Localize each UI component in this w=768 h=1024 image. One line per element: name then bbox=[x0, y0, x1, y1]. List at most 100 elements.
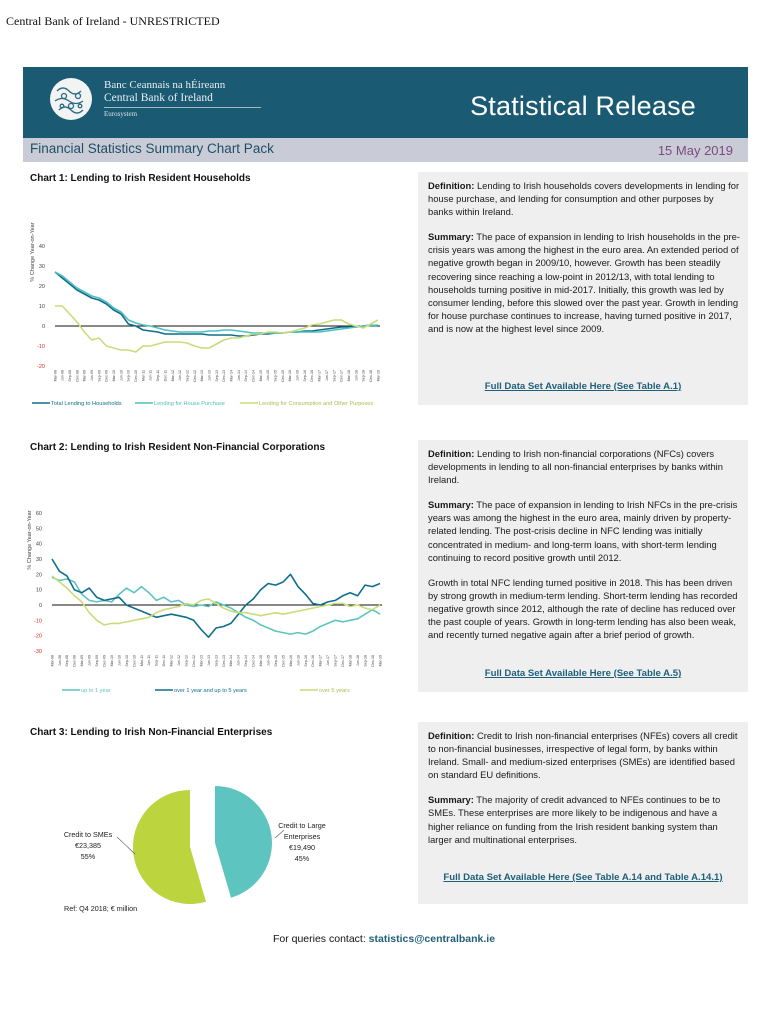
x-tick-label: Dec-08 bbox=[73, 655, 77, 667]
pack-title: Financial Statistics Summary Chart Pack bbox=[30, 141, 274, 156]
sme-percent: 55% bbox=[81, 852, 96, 861]
summary-text-2: Growth in total NFC lending turned posit… bbox=[428, 576, 738, 641]
x-tick-label: Mar-16 bbox=[288, 370, 292, 381]
large-value: €19,490 bbox=[289, 843, 315, 852]
x-tick-label: Sep-09 bbox=[97, 370, 101, 382]
series-line-up-to-1-year bbox=[51, 576, 381, 635]
x-tick-label: Mar-11 bbox=[140, 655, 144, 666]
y-tick-label: 30 bbox=[36, 557, 42, 563]
x-tick-label: Sep-14 bbox=[244, 370, 248, 382]
chart-2-title: Chart 2: Lending to Irish Resident Non-F… bbox=[30, 442, 326, 453]
x-tick-label: Jun-08 bbox=[58, 655, 62, 666]
y-tick-label: -10 bbox=[34, 618, 42, 624]
x-tick-label: Dec-12 bbox=[192, 655, 196, 667]
x-tick-label: Mar-11 bbox=[141, 370, 145, 381]
x-tick-label: Dec-15 bbox=[281, 655, 285, 667]
chart-3-pie: Credit to SMEs €23,385 55% Credit to Lar… bbox=[64, 786, 326, 913]
legend-label: up to 1 year bbox=[81, 688, 111, 694]
x-tick-label: Dec-10 bbox=[132, 655, 136, 667]
sme-label: Credit to SMEs bbox=[64, 830, 113, 839]
x-tick-label: Jun-11 bbox=[149, 370, 153, 381]
x-tick-label: Dec-09 bbox=[102, 655, 106, 667]
bank-name-english: Central Bank of Ireland bbox=[104, 92, 213, 104]
x-tick-label: Mar-09 bbox=[83, 370, 87, 381]
x-tick-label: Mar-08 bbox=[53, 370, 57, 381]
release-date: 15 May 2019 bbox=[657, 143, 733, 158]
series-line-lending-for-consumption-and-other-purposes bbox=[55, 305, 379, 353]
pie-slice-large-enterprises bbox=[215, 786, 272, 898]
series-line-total-lending-to-households bbox=[54, 271, 379, 337]
header-subbar: Financial Statistics Summary Chart Pack … bbox=[23, 138, 748, 162]
x-tick-label: Sep-17 bbox=[334, 655, 338, 667]
x-tick-label: Sep-15 bbox=[274, 370, 278, 382]
x-tick-label: Sep-18 bbox=[363, 655, 367, 667]
x-tick-label: Mar-09 bbox=[80, 655, 84, 666]
y-axis-label: % Change Year-on-Year bbox=[27, 510, 33, 569]
x-tick-label: Mar-13 bbox=[200, 370, 204, 381]
x-tick-label: Mar-16 bbox=[289, 655, 293, 666]
sme-leader-line bbox=[116, 836, 136, 855]
x-tick-label: Dec-17 bbox=[340, 370, 344, 382]
chart-3-description-box: Definition: Credit to Irish non-financia… bbox=[418, 722, 748, 904]
y-tick-label: 10 bbox=[36, 588, 42, 594]
summary-label: Summary: bbox=[428, 794, 474, 806]
y-axis-label: % Change Year-on-Year bbox=[30, 222, 36, 281]
summary-label: Summary: bbox=[428, 499, 474, 511]
y-tick-label: -20 bbox=[37, 364, 45, 370]
large-label-line1: Credit to Large bbox=[278, 821, 326, 830]
x-tick-label: Jun-12 bbox=[177, 655, 181, 666]
summary-text: The pace of expansion in lending to Iris… bbox=[428, 231, 741, 334]
x-tick-label: Mar-14 bbox=[229, 370, 233, 381]
chart-2-description-box: Definition: Lending to Irish non-financi… bbox=[418, 440, 748, 692]
x-tick-label: Sep-17 bbox=[332, 370, 336, 382]
legend-label: Lending for Consumption and Other Purpos… bbox=[259, 401, 373, 407]
chart-1-description-box: Definition: Lending to Irish households … bbox=[418, 172, 748, 405]
x-tick-label: Jun-13 bbox=[207, 370, 211, 381]
x-tick-label: Jun-12 bbox=[178, 370, 182, 381]
divider bbox=[104, 107, 261, 108]
footer-contact: For queries contact: statistics@centralb… bbox=[0, 933, 768, 945]
definition-text: Lending to Irish households covers devel… bbox=[428, 180, 740, 218]
x-tick-label: Sep-15 bbox=[274, 655, 278, 667]
x-tick-label: Sep-12 bbox=[185, 370, 189, 382]
x-tick-label: Dec-12 bbox=[193, 370, 197, 382]
y-tick-label: -20 bbox=[34, 634, 42, 640]
x-tick-label: Mar-17 bbox=[318, 370, 322, 381]
classification-label: Central Bank of Ireland - UNRESTRICTED bbox=[6, 14, 220, 28]
y-tick-label: 20 bbox=[39, 284, 45, 290]
x-tick-label: Dec-16 bbox=[310, 370, 314, 382]
series-line-over-5-years bbox=[51, 575, 381, 626]
x-tick-label: Mar-15 bbox=[259, 370, 263, 381]
x-tick-label: Mar-08 bbox=[50, 655, 54, 666]
footer-label: For queries contact: bbox=[272, 933, 369, 945]
x-tick-label: Dec-10 bbox=[134, 370, 138, 382]
summary-text: The majority of credit advanced to NFEs … bbox=[428, 794, 721, 845]
x-tick-label: Sep-11 bbox=[156, 370, 160, 381]
eurosystem-label: Eurosystem bbox=[104, 110, 138, 118]
x-tick-label: Mar-15 bbox=[259, 655, 263, 666]
y-tick-label: 60 bbox=[36, 511, 42, 517]
ref-note: Ref: Q4 2018; € million bbox=[64, 904, 137, 913]
x-tick-label: Dec-13 bbox=[222, 370, 226, 382]
x-tick-label: Sep-10 bbox=[125, 655, 129, 667]
x-tick-label: Dec-09 bbox=[105, 370, 109, 382]
x-tick-label: Mar-17 bbox=[319, 655, 323, 666]
full-data-link-table-a5[interactable]: Full Data Set Available Here (See Table … bbox=[484, 668, 682, 679]
definition-text: Credit to Irish non-financial enterprise… bbox=[428, 730, 738, 781]
x-tick-label: Sep-10 bbox=[127, 370, 131, 382]
x-tick-label: Sep-16 bbox=[304, 655, 308, 667]
full-data-link-table-a1[interactable]: Full Data Set Available Here (See Table … bbox=[484, 381, 682, 392]
x-tick-label: Mar-18 bbox=[347, 370, 351, 381]
x-tick-label: Jun-08 bbox=[61, 370, 65, 381]
header-banner: Banc Ceannais na hÉireann Central Bank o… bbox=[23, 67, 748, 138]
x-tick-label: Jun-14 bbox=[237, 655, 241, 666]
contact-email-link[interactable]: statistics@centralbank.ie bbox=[368, 933, 496, 945]
definition-label: Definition: bbox=[428, 448, 475, 459]
x-tick-label: Mar-12 bbox=[170, 655, 174, 666]
x-tick-label: Sep-13 bbox=[214, 655, 218, 667]
x-tick-label: Jun-18 bbox=[356, 655, 360, 666]
x-tick-label: Jun-17 bbox=[326, 655, 330, 666]
full-data-link-table-a14[interactable]: Full Data Set Available Here (See Table … bbox=[443, 872, 723, 883]
x-tick-label: Jun-15 bbox=[266, 370, 270, 381]
x-tick-label: Mar-12 bbox=[171, 370, 175, 381]
